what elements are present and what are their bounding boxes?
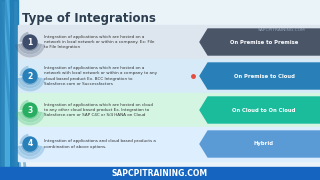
Text: Integration of applications and cloud based products a
combination of above opti: Integration of applications and cloud ba… bbox=[44, 139, 156, 149]
Text: Type of Integrations: Type of Integrations bbox=[22, 12, 156, 25]
Text: 3: 3 bbox=[28, 105, 33, 114]
Text: 1: 1 bbox=[28, 37, 33, 46]
Circle shape bbox=[23, 137, 37, 151]
Polygon shape bbox=[200, 29, 320, 55]
Bar bbox=[18, 25, 320, 59]
Text: SAPCPITRAINING.COM: SAPCPITRAINING.COM bbox=[112, 169, 208, 178]
Text: Integration of applications which are hosted on cloud
to any other cloud based p: Integration of applications which are ho… bbox=[44, 103, 153, 117]
Polygon shape bbox=[0, 0, 8, 180]
Bar bbox=[0, 167, 320, 180]
Bar bbox=[18, 93, 320, 127]
Circle shape bbox=[23, 103, 37, 117]
Polygon shape bbox=[200, 131, 320, 157]
Text: SAPCPITRAINING.COM: SAPCPITRAINING.COM bbox=[257, 28, 305, 32]
Text: Hybrid: Hybrid bbox=[254, 141, 274, 147]
Bar bbox=[18, 59, 320, 93]
Text: On Cloud to On Cloud: On Cloud to On Cloud bbox=[232, 107, 296, 112]
Polygon shape bbox=[200, 63, 320, 89]
Text: Integration of applications which are hosted on a
network with local network or : Integration of applications which are ho… bbox=[44, 66, 157, 86]
Text: On Premise to Cloud: On Premise to Cloud bbox=[234, 73, 294, 78]
Text: 4: 4 bbox=[28, 140, 33, 148]
Text: On Premise to Premise: On Premise to Premise bbox=[230, 39, 298, 44]
Polygon shape bbox=[200, 97, 320, 123]
Text: 2: 2 bbox=[28, 71, 33, 80]
Text: Integration of applications which are hosted on a
network in local network or wi: Integration of applications which are ho… bbox=[44, 35, 154, 49]
Polygon shape bbox=[5, 0, 13, 180]
Bar bbox=[18, 127, 320, 161]
Circle shape bbox=[23, 69, 37, 83]
Circle shape bbox=[23, 35, 37, 49]
Polygon shape bbox=[10, 0, 18, 180]
